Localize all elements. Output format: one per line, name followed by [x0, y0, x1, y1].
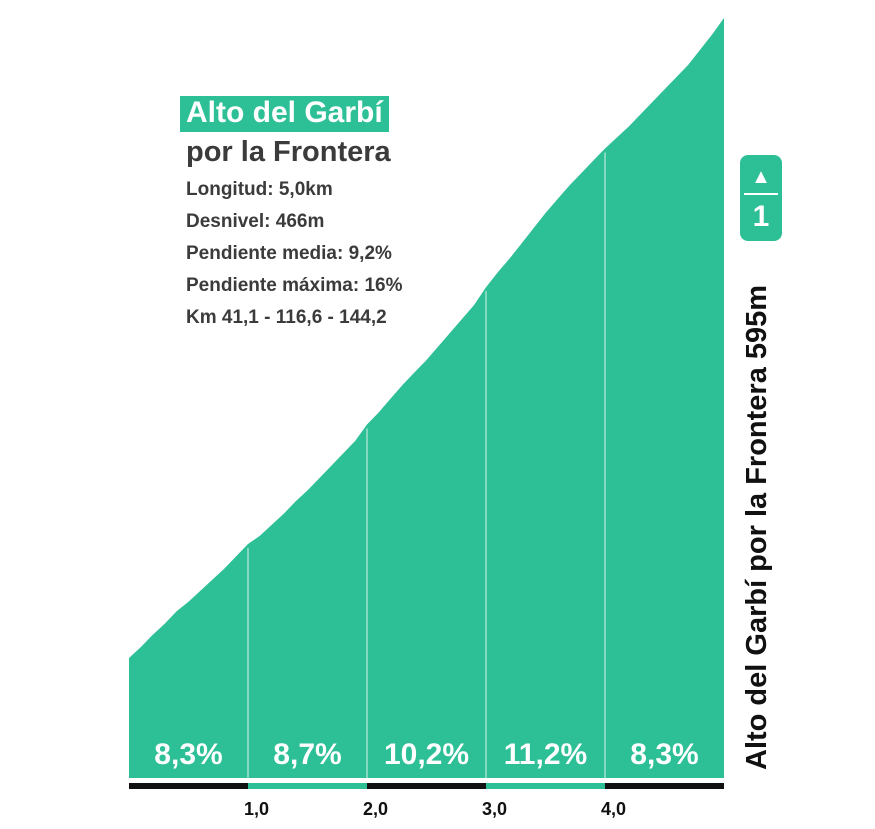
km-tick-label: 3,0	[482, 799, 507, 819]
km-axis-segment	[486, 783, 605, 789]
badge-divider	[744, 193, 778, 195]
stat-max-gradient: Pendiente máxima: 16%	[186, 275, 403, 296]
km-axis-segment	[605, 783, 724, 789]
km-tick-label: 2,0	[363, 799, 388, 819]
segment-gradient-labels: 8,3% 8,7% 10,2% 11,2% 8,3%	[154, 738, 698, 771]
km-tick-labels: 1,0 2,0 3,0 4,0	[244, 799, 626, 819]
climb-subtitle: por la Frontera	[186, 136, 391, 168]
segment-gradient-label: 10,2%	[384, 738, 469, 771]
segment-gradient-label: 8,3%	[630, 738, 698, 771]
segment-gradient-label: 8,7%	[273, 738, 341, 771]
km-axis-segment	[129, 783, 248, 789]
km-axis-bar	[129, 783, 724, 789]
km-axis-segment	[367, 783, 486, 789]
stat-length: Longitud: 5,0km	[186, 179, 333, 200]
stat-elevation-gain: Desnivel: 466m	[186, 211, 325, 232]
km-dividers	[247, 152, 606, 778]
stat-race-km: Km 41,1 - 116,6 - 144,2	[186, 307, 387, 328]
segment-gradient-label: 8,3%	[154, 738, 222, 771]
segment-gradient-label: 11,2%	[504, 738, 587, 771]
category-number: 1	[752, 200, 770, 233]
climb-title: Alto del Garbí	[180, 96, 389, 132]
category-badge: ▲ 1	[740, 155, 782, 241]
km-axis-segment	[248, 783, 367, 789]
triangle-up-icon: ▲	[751, 166, 771, 188]
km-tick-label: 1,0	[244, 799, 269, 819]
summit-side-label: Alto del Garbí por la Frontera 595m	[741, 284, 773, 770]
climb-info-panel: Alto del Garbí por la Frontera Longitud:…	[180, 96, 402, 334]
stat-average-gradient: Pendiente media: 9,2%	[186, 243, 392, 264]
km-tick-label: 4,0	[601, 799, 626, 819]
elevation-profile-area	[129, 18, 724, 778]
